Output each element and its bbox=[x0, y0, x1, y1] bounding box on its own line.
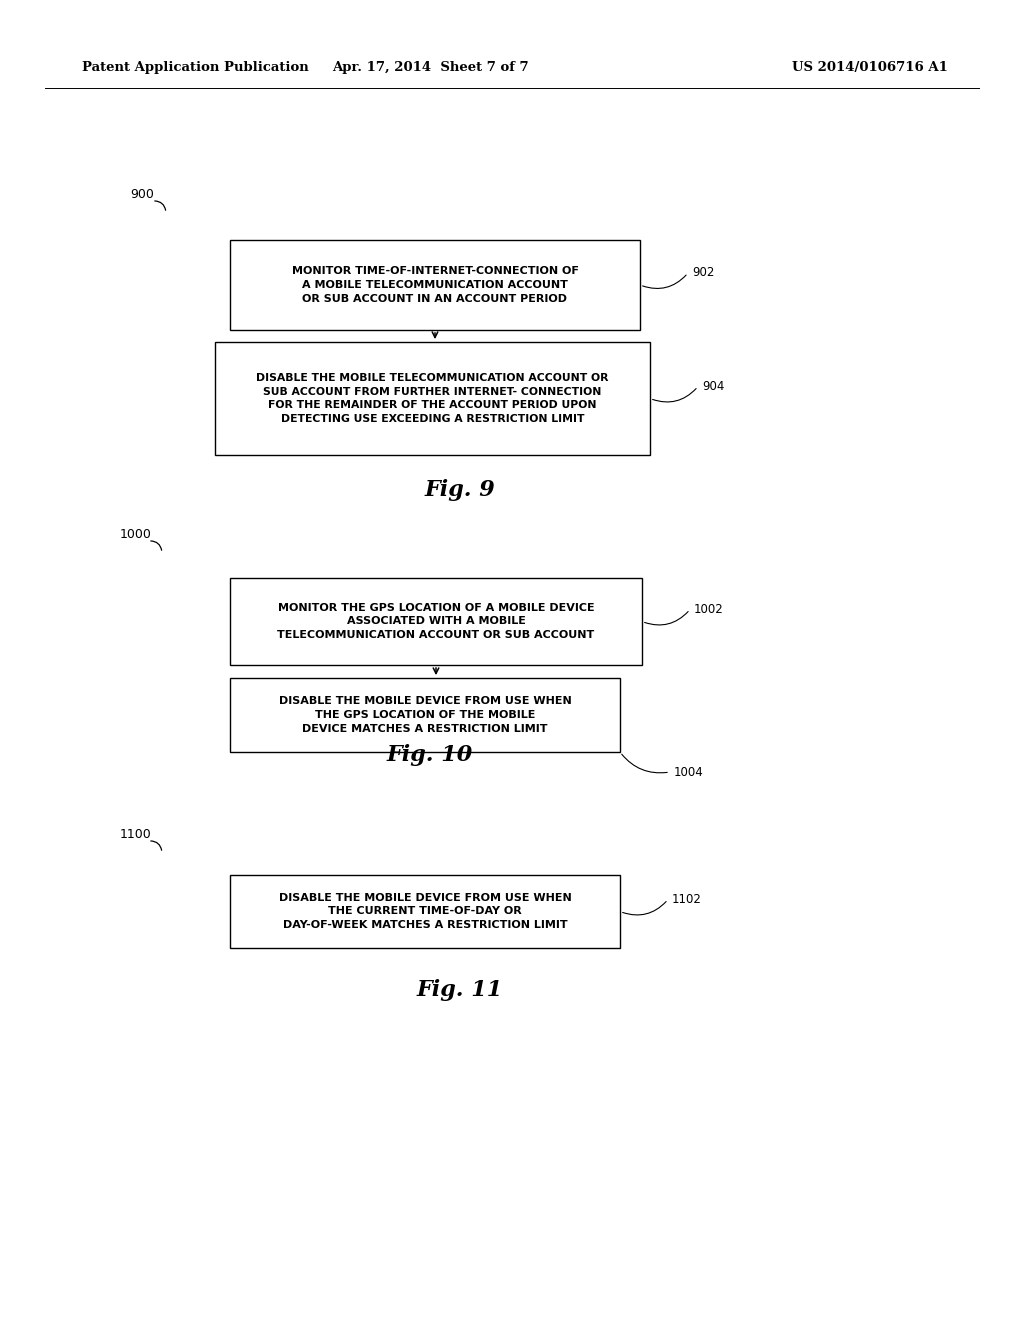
Text: Fig. 9: Fig. 9 bbox=[425, 479, 496, 502]
Text: DISABLE THE MOBILE DEVICE FROM USE WHEN
THE GPS LOCATION OF THE MOBILE
DEVICE MA: DISABLE THE MOBILE DEVICE FROM USE WHEN … bbox=[279, 697, 571, 734]
Text: MONITOR TIME-OF-INTERNET-CONNECTION OF
A MOBILE TELECOMMUNICATION ACCOUNT
OR SUB: MONITOR TIME-OF-INTERNET-CONNECTION OF A… bbox=[292, 267, 579, 304]
Text: DISABLE THE MOBILE DEVICE FROM USE WHEN
THE CURRENT TIME-OF-DAY OR
DAY-OF-WEEK M: DISABLE THE MOBILE DEVICE FROM USE WHEN … bbox=[279, 892, 571, 931]
Text: DISABLE THE MOBILE TELECOMMUNICATION ACCOUNT OR
SUB ACCOUNT FROM FURTHER INTERNE: DISABLE THE MOBILE TELECOMMUNICATION ACC… bbox=[256, 374, 608, 424]
Text: MONITOR THE GPS LOCATION OF A MOBILE DEVICE
ASSOCIATED WITH A MOBILE
TELECOMMUNI: MONITOR THE GPS LOCATION OF A MOBILE DEV… bbox=[278, 603, 595, 640]
Text: US 2014/0106716 A1: US 2014/0106716 A1 bbox=[792, 61, 948, 74]
Bar bbox=[230, 578, 642, 665]
Text: 1002: 1002 bbox=[694, 603, 724, 616]
Text: Patent Application Publication: Patent Application Publication bbox=[82, 61, 309, 74]
Text: 1102: 1102 bbox=[672, 894, 701, 906]
Text: Apr. 17, 2014  Sheet 7 of 7: Apr. 17, 2014 Sheet 7 of 7 bbox=[332, 61, 528, 74]
Text: 1000: 1000 bbox=[120, 528, 152, 541]
Text: 900: 900 bbox=[130, 189, 154, 202]
Text: 1100: 1100 bbox=[120, 829, 152, 842]
Text: Fig. 10: Fig. 10 bbox=[387, 744, 473, 766]
Bar bbox=[215, 342, 650, 455]
Text: 1004: 1004 bbox=[674, 766, 703, 779]
Bar bbox=[230, 875, 620, 948]
Bar bbox=[230, 240, 640, 330]
Text: 902: 902 bbox=[692, 267, 715, 280]
Text: 904: 904 bbox=[702, 380, 724, 393]
Bar bbox=[230, 678, 620, 752]
Text: Fig. 11: Fig. 11 bbox=[417, 979, 503, 1001]
